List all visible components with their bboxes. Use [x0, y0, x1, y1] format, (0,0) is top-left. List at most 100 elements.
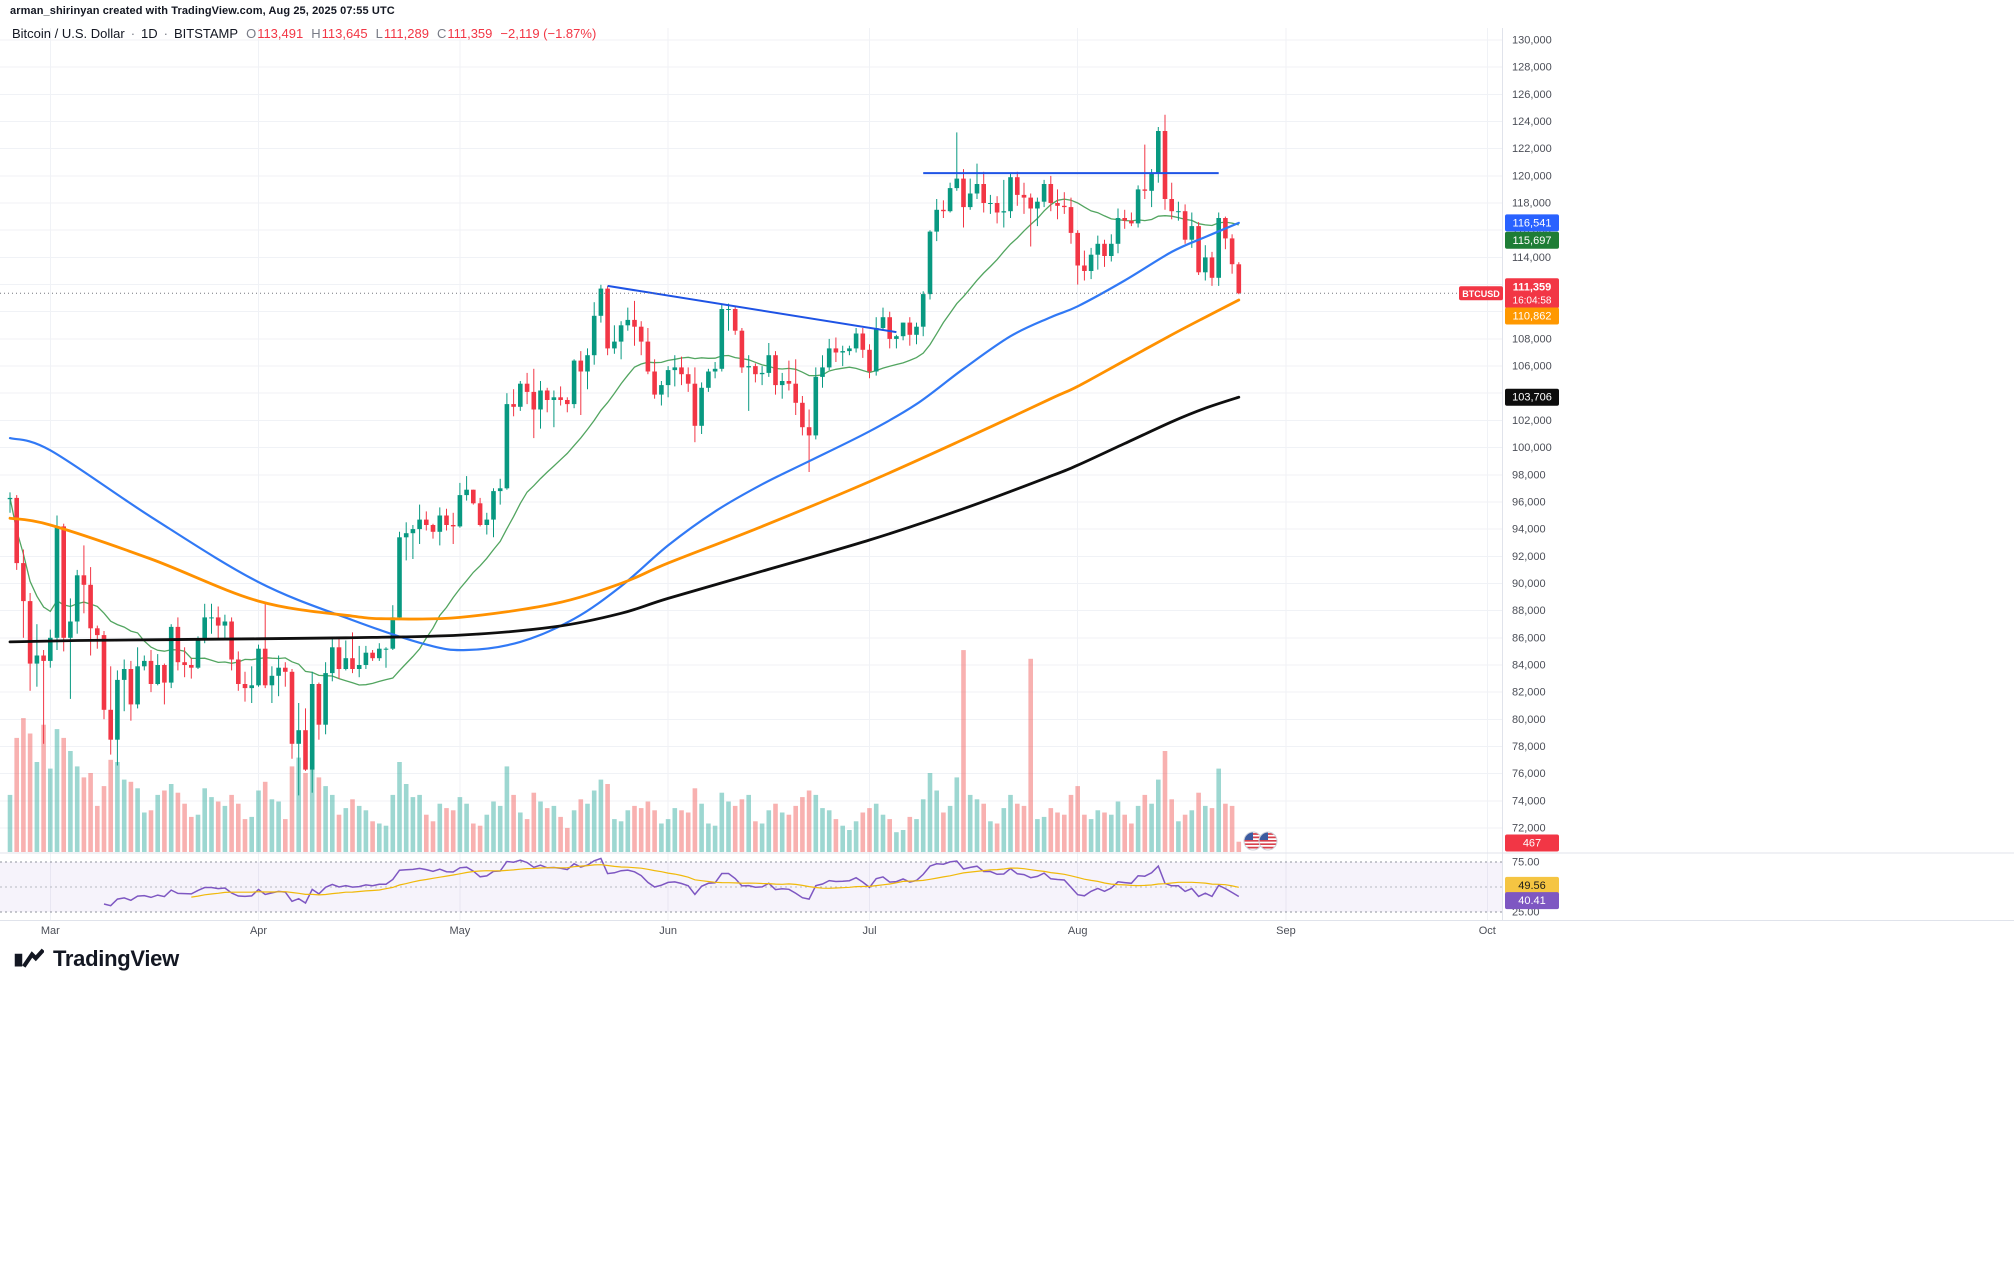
candle — [907, 317, 913, 346]
candle — [1156, 127, 1161, 183]
candle — [202, 603, 207, 644]
volume-bar — [558, 816, 563, 852]
volume-bar — [974, 799, 980, 852]
volume-bar — [195, 814, 201, 852]
volume-bar — [551, 805, 557, 852]
volume-bar — [598, 779, 604, 852]
candle — [853, 328, 859, 353]
candle — [195, 636, 201, 669]
candle — [7, 492, 13, 513]
price-axis-tags: 116,541 115,697 111,359 16:04:58 BTCUSD 110,8… — [1459, 214, 1559, 910]
tradingview-wordmark: TradingView — [53, 946, 179, 971]
candle — [1041, 179, 1047, 208]
volume-bar — [954, 777, 960, 852]
candle — [155, 654, 160, 686]
candle — [1001, 179, 1007, 228]
volume-bar — [128, 781, 134, 852]
volume-bar — [1095, 810, 1101, 852]
tradingview-logo[interactable]: TradingView — [14, 946, 179, 972]
candle — [1028, 193, 1033, 247]
time-axis-labels[interactable]: Mar Apr May Jun Jul Aug Sep Oct — [41, 925, 1496, 937]
rsi-value-tag: 40.41 — [1505, 892, 1559, 910]
candle — [612, 325, 617, 354]
candle — [974, 163, 980, 199]
volume-bar — [410, 797, 416, 852]
candle — [880, 307, 886, 331]
candle — [1129, 212, 1134, 227]
volume-bar — [1189, 810, 1195, 852]
svg-text:100,000: 100,000 — [1512, 442, 1552, 454]
candle — [793, 359, 798, 415]
candle — [316, 682, 322, 740]
candle — [1082, 250, 1087, 281]
volume-bar — [370, 821, 375, 852]
volume-bar — [538, 801, 543, 852]
volume-bar — [793, 805, 798, 852]
us-flag-icons[interactable] — [1243, 831, 1278, 851]
svg-text:128,000: 128,000 — [1512, 62, 1552, 74]
candle — [162, 663, 167, 705]
volume-bar — [209, 797, 214, 852]
candle — [571, 359, 577, 409]
volume-bar — [1209, 808, 1215, 852]
volume-bar — [511, 794, 516, 852]
candle — [175, 617, 181, 671]
svg-text:102,000: 102,000 — [1512, 415, 1552, 427]
candle — [168, 624, 174, 689]
volume-bar — [81, 777, 87, 852]
svg-text:Jun: Jun — [659, 925, 677, 937]
volume-bar — [61, 737, 66, 852]
volume-bar — [68, 751, 73, 852]
volume-bar — [155, 794, 160, 852]
volume-bar — [1203, 805, 1208, 852]
candle — [1115, 208, 1121, 254]
candle — [1008, 173, 1013, 218]
volume-bar — [256, 790, 261, 852]
open-value: 113,491 — [257, 26, 304, 41]
volume-bar — [1041, 816, 1047, 852]
candle — [330, 637, 335, 682]
volume-bar — [712, 825, 718, 852]
candle — [309, 671, 315, 793]
svg-text:98,000: 98,000 — [1512, 469, 1546, 481]
candle — [323, 662, 328, 735]
volume-bar — [1075, 786, 1080, 852]
symbol-legend[interactable]: Bitcoin / U.S. Dollar · 1D · BITSTAMP O … — [12, 26, 596, 41]
candle — [1169, 182, 1174, 220]
candle — [1035, 197, 1040, 227]
candle — [712, 362, 718, 379]
candle — [685, 367, 691, 392]
candle — [484, 512, 490, 535]
volume-bar — [685, 812, 691, 852]
candle — [1015, 171, 1020, 206]
descending-trendline[interactable] — [607, 284, 897, 334]
svg-text:Apr: Apr — [250, 925, 267, 937]
svg-text:Mar: Mar — [41, 925, 60, 937]
volume-bar — [652, 810, 657, 852]
volume-bar — [853, 821, 859, 852]
volume-bar — [303, 773, 308, 852]
price-axis-labels[interactable]: 72,000 74,000 76,000 78,000 80,000 82,000 84,0… — [1512, 35, 1552, 919]
svg-text:120,000: 120,000 — [1512, 170, 1552, 182]
volume-bar — [108, 759, 113, 852]
candle — [249, 666, 254, 703]
volume-bar — [296, 757, 301, 852]
candle — [148, 650, 154, 693]
volume-bar — [202, 788, 207, 852]
volume-bar — [262, 781, 268, 852]
candle — [471, 489, 476, 505]
svg-text:16:04:58: 16:04:58 — [1513, 295, 1552, 306]
volume-bar — [403, 784, 409, 852]
volume-bar — [927, 773, 933, 852]
candle — [1048, 175, 1054, 212]
volume-bar — [437, 803, 443, 852]
volume-bar — [1068, 794, 1074, 852]
candle — [826, 338, 832, 371]
candle — [1223, 216, 1228, 250]
low-label: L — [375, 26, 383, 41]
volume-bar — [578, 799, 584, 852]
candle — [457, 482, 463, 528]
volume-bar — [820, 808, 825, 852]
candle — [1182, 204, 1188, 244]
